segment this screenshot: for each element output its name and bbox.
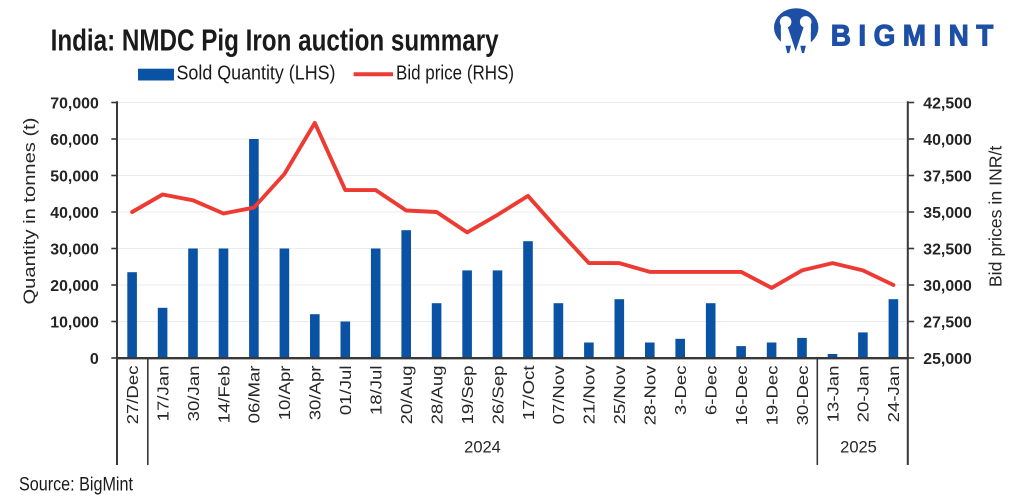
svg-text:14/Feb: 14/Feb (216, 366, 233, 424)
svg-text:06/Mar: 06/Mar (246, 365, 263, 423)
svg-text:30/Jan: 30/Jan (185, 366, 202, 422)
svg-text:Bid prices in INR/t: Bid prices in INR/t (986, 146, 1006, 288)
svg-text:07/Nov: 07/Nov (551, 365, 568, 424)
svg-text:50,000: 50,000 (50, 168, 99, 185)
svg-text:30,000: 30,000 (923, 278, 972, 295)
svg-text:26/Sep: 26/Sep (490, 366, 507, 425)
svg-text:19/Sep: 19/Sep (459, 366, 476, 425)
svg-text:01/Jul: 01/Jul (338, 366, 355, 416)
svg-text:6-Dec: 6-Dec (703, 365, 720, 415)
svg-text:3-Dec: 3-Dec (672, 365, 689, 415)
svg-text:30-Dec: 30-Dec (794, 365, 811, 425)
svg-text:27/Dec: 27/Dec (124, 365, 141, 424)
svg-text:28-Nov: 28-Nov (642, 365, 659, 425)
svg-text:30/Apr: 30/Apr (307, 365, 324, 420)
svg-text:27,500: 27,500 (923, 314, 972, 331)
svg-text:37,500: 37,500 (923, 168, 972, 185)
svg-text:40,000: 40,000 (923, 132, 972, 149)
svg-text:42,500: 42,500 (923, 95, 972, 112)
svg-text:35,000: 35,000 (923, 205, 972, 222)
svg-text:28/Aug: 28/Aug (429, 366, 446, 425)
svg-text:2025: 2025 (840, 439, 877, 457)
svg-text:16-Dec: 16-Dec (733, 365, 750, 425)
svg-text:24-Jan: 24-Jan (886, 366, 903, 423)
svg-text:10,000: 10,000 (50, 314, 99, 331)
svg-text:Sold Quantity (LHS): Sold Quantity (LHS) (177, 63, 336, 85)
svg-text:40,000: 40,000 (50, 205, 99, 222)
svg-text:30,000: 30,000 (50, 241, 99, 258)
svg-text:21/Nov: 21/Nov (581, 365, 598, 424)
svg-text:25,000: 25,000 (923, 351, 972, 368)
svg-text:17/Oct: 17/Oct (520, 365, 537, 420)
svg-text:13-Jan: 13-Jan (825, 366, 842, 423)
svg-text:18/Jul: 18/Jul (368, 366, 385, 416)
svg-text:India: NMDC Pig Iron auction s: India: NMDC Pig Iron auction summary (51, 23, 500, 58)
svg-text:Quantity in tonnes (t): Quantity in tonnes (t) (20, 118, 39, 305)
svg-text:20-Jan: 20-Jan (855, 366, 872, 423)
svg-text:0: 0 (90, 351, 99, 368)
svg-text:70,000: 70,000 (50, 95, 99, 112)
svg-text:20/Aug: 20/Aug (398, 366, 415, 425)
svg-text:25/Nov: 25/Nov (612, 365, 629, 424)
svg-text:19-Dec: 19-Dec (764, 365, 781, 425)
svg-text:Bid price (RHS): Bid price (RHS) (396, 63, 514, 85)
svg-text:20,000: 20,000 (50, 278, 99, 295)
svg-text:Source: BigMint: Source: BigMint (19, 474, 133, 496)
svg-text:10/Apr: 10/Apr (277, 365, 294, 420)
svg-text:60,000: 60,000 (50, 132, 99, 149)
svg-text:2024: 2024 (464, 439, 501, 457)
svg-text:17/Jan: 17/Jan (155, 366, 172, 422)
svg-text:BIGMINT: BIGMINT (831, 20, 1001, 53)
svg-text:32,500: 32,500 (923, 241, 972, 258)
